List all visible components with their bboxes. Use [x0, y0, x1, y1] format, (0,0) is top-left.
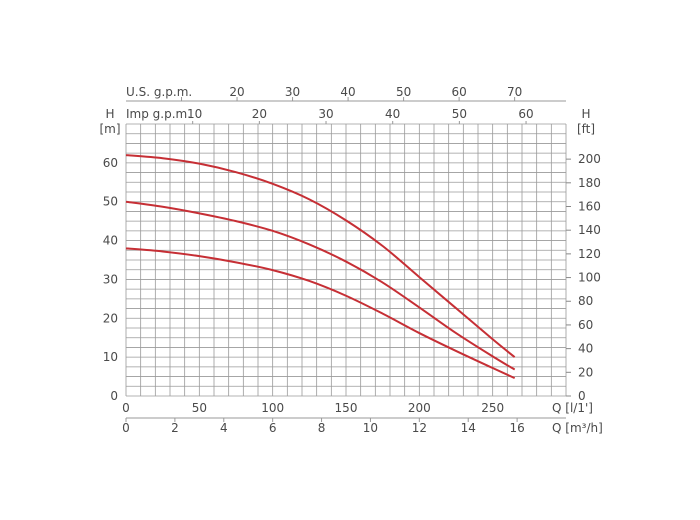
imp-gpm-tick-label: 20: [252, 107, 267, 121]
ft-tick-label: 40: [578, 342, 593, 356]
ft-tick-label: 120: [578, 247, 601, 261]
us-gpm-tick-label: 30: [285, 85, 300, 99]
ft-tick-label: 20: [578, 365, 593, 379]
us-gpm-tick-label: 70: [507, 85, 522, 99]
imp-gpm-label: Imp g.p.m.: [126, 107, 191, 121]
imp-gpm-tick-label: 30: [318, 107, 333, 121]
ft-tick-label: 100: [578, 271, 601, 285]
x-label-m3h: Q [m³/h]: [552, 421, 603, 435]
m3h-tick-label: 8: [318, 421, 326, 435]
y-tick-label: 0: [110, 389, 118, 403]
us-gpm-tick-label: 20: [229, 85, 244, 99]
y-left-label: H: [105, 107, 114, 121]
imp-gpm-tick-label: 10: [187, 107, 202, 121]
imp-gpm-tick-label: 60: [518, 107, 533, 121]
y-right-label: H: [581, 107, 590, 121]
pump-curve-3: [125, 247, 516, 380]
m3h-tick-label: 2: [171, 421, 179, 435]
us-gpm-label: U.S. g.p.m.: [126, 85, 192, 99]
x-tick-label: 50: [192, 401, 207, 415]
imp-gpm-tick-label: 50: [452, 107, 467, 121]
m3h-tick-label: 14: [461, 421, 476, 435]
y-tick-label: 30: [103, 272, 118, 286]
grid: [125, 123, 567, 397]
ft-tick-label: 180: [578, 176, 601, 190]
y-tick-label: 60: [103, 156, 118, 170]
x-tick-label: 200: [408, 401, 431, 415]
x-tick-label: 0: [122, 401, 130, 415]
us-gpm-tick-label: 50: [396, 85, 411, 99]
y-right-unit: [ft]: [577, 122, 595, 136]
x-tick-label: 150: [335, 401, 358, 415]
pump-curve-2: [125, 200, 516, 371]
x-tick-label: 250: [481, 401, 504, 415]
x-tick-label: 100: [261, 401, 284, 415]
y-tick-label: 10: [103, 350, 118, 364]
y-tick-label: 20: [103, 311, 118, 325]
m3h-tick-label: 16: [509, 421, 524, 435]
m3h-tick-label: 12: [412, 421, 427, 435]
ft-tick-label: 140: [578, 223, 601, 237]
us-gpm-tick-label: 60: [451, 85, 466, 99]
y-tick-label: 40: [103, 234, 118, 248]
us-gpm-tick-label: 40: [340, 85, 355, 99]
ft-tick-label: 0: [578, 389, 586, 403]
axes: 0102030405060020406080100120140160180200…: [103, 85, 601, 435]
ft-tick-label: 160: [578, 199, 601, 213]
pump-curve-1: [125, 154, 516, 358]
ft-tick-label: 200: [578, 152, 601, 166]
ft-tick-label: 80: [578, 294, 593, 308]
y-left-unit: [m]: [99, 122, 120, 136]
m3h-tick-label: 6: [269, 421, 277, 435]
ft-tick-label: 60: [578, 318, 593, 332]
m3h-tick-label: 4: [220, 421, 228, 435]
y-tick-label: 50: [103, 195, 118, 209]
m3h-tick-label: 0: [122, 421, 130, 435]
m3h-tick-label: 10: [363, 421, 378, 435]
curves: [125, 154, 516, 380]
x-label-lmin: Q [l/1']: [552, 401, 593, 415]
imp-gpm-tick-label: 40: [385, 107, 400, 121]
